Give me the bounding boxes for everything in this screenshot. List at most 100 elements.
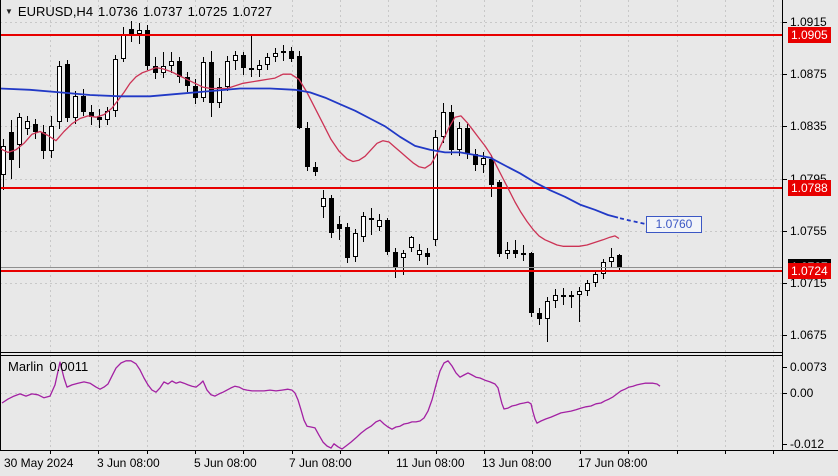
- candle: [561, 294, 566, 298]
- time-axis-label: 30 May 2024: [4, 456, 74, 470]
- candle: [265, 57, 270, 66]
- candle: [369, 217, 374, 221]
- ma-target-price-badge[interactable]: 1.0760: [646, 215, 702, 233]
- candle: [145, 29, 150, 67]
- vertical-gridline: [195, 0, 196, 450]
- time-axis-tick: [292, 451, 293, 454]
- time-axis-tick: [532, 451, 533, 454]
- candle: [105, 110, 110, 120]
- candle-wick: [163, 51, 164, 79]
- candle: [73, 96, 78, 119]
- candle-wick: [371, 208, 372, 235]
- candle: [313, 166, 318, 172]
- candle: [553, 294, 558, 302]
- candle: [321, 198, 326, 208]
- candle: [353, 233, 358, 257]
- pane-separator[interactable]: [0, 352, 783, 353]
- candle: [209, 62, 214, 103]
- candle: [513, 250, 518, 255]
- time-axis-tick: [725, 451, 726, 454]
- time-axis-tick: [195, 451, 196, 454]
- vertical-gridline: [773, 0, 774, 450]
- price-axis-line: [782, 0, 783, 451]
- candle: [337, 224, 342, 230]
- indicator-value: 0.0011: [49, 359, 89, 374]
- candle: [401, 252, 406, 259]
- time-axis-tick: [436, 451, 437, 454]
- candle: [537, 312, 542, 320]
- time-axis-label: 7 Jun 08:00: [289, 456, 352, 470]
- indicator-axis-tick: [783, 444, 787, 445]
- vertical-gridline: [50, 0, 51, 450]
- indicator-pane[interactable]: [0, 356, 782, 450]
- candle: [89, 111, 94, 118]
- quote-close: 1.0727: [232, 4, 273, 19]
- time-axis-label: 5 Jun 08:00: [194, 456, 257, 470]
- time-axis-tick: [98, 451, 99, 454]
- candle: [9, 131, 14, 161]
- time-axis-tick: [773, 451, 774, 454]
- candle: [449, 111, 454, 150]
- time-axis-tick: [388, 451, 389, 454]
- candle: [345, 226, 350, 259]
- chart-title: ▼ EURUSD,H4 1.0736 1.0737 1.0725 1.0727: [5, 4, 272, 19]
- candle-wick: [579, 286, 580, 322]
- time-axis-label: 3 Jun 08:00: [97, 456, 160, 470]
- candle: [409, 237, 414, 248]
- candle: [249, 67, 254, 71]
- candle: [289, 50, 294, 59]
- candle: [489, 158, 494, 186]
- vertical-gridline: [484, 0, 485, 450]
- candle: [473, 153, 478, 166]
- candle: [273, 53, 278, 58]
- indicator-axis-tick: [783, 393, 787, 394]
- candle: [217, 87, 222, 103]
- indicator-zero-gridline: [0, 393, 782, 394]
- candle: [169, 61, 174, 67]
- price-axis-tick: [783, 335, 787, 336]
- candle: [393, 251, 398, 269]
- candle: [121, 35, 126, 59]
- quote-high: 1.0737: [142, 4, 183, 19]
- price-axis-tick: [783, 283, 787, 284]
- candle: [257, 65, 262, 71]
- candle-wick: [139, 23, 140, 45]
- level-line[interactable]: [0, 34, 782, 37]
- candle: [201, 62, 206, 98]
- quote-low: 1.0725: [187, 4, 228, 19]
- candle: [361, 216, 366, 238]
- time-axis-tick: [50, 451, 51, 454]
- candle: [177, 61, 182, 77]
- pane-separator[interactable]: [0, 355, 783, 356]
- candle: [41, 131, 46, 152]
- time-axis-tick: [628, 451, 629, 454]
- indicator-tick-label: -0.012: [790, 437, 825, 451]
- time-axis-label: 17 Jun 08:00: [578, 456, 648, 470]
- candle-wick: [547, 297, 548, 342]
- indicator-label: Marlin 0.0011: [8, 359, 88, 374]
- horizontal-gridline: [0, 179, 782, 180]
- level-price-badge: 1.0788: [788, 179, 831, 196]
- candle-wick: [515, 239, 516, 259]
- time-axis-tick: [677, 451, 678, 454]
- symbol-collapse-icon[interactable]: ▼: [5, 7, 13, 16]
- candle: [481, 157, 486, 166]
- candle-wick: [283, 45, 284, 62]
- price-chart-pane[interactable]: [0, 0, 782, 352]
- candle: [137, 29, 142, 34]
- candle: [569, 294, 574, 298]
- candle-wick: [403, 250, 404, 275]
- candle: [153, 66, 158, 73]
- horizontal-gridline: [0, 283, 782, 284]
- price-axis-tick: [783, 126, 787, 127]
- level-line[interactable]: [0, 270, 782, 273]
- time-axis-tick: [243, 451, 244, 454]
- indicator-tick-label: 0.00: [790, 386, 814, 400]
- level-line[interactable]: [0, 186, 782, 189]
- candle: [417, 250, 422, 256]
- candle: [281, 50, 286, 54]
- candle: [457, 127, 462, 150]
- candle-wick: [251, 35, 252, 77]
- candle: [233, 54, 238, 62]
- candle: [297, 55, 302, 128]
